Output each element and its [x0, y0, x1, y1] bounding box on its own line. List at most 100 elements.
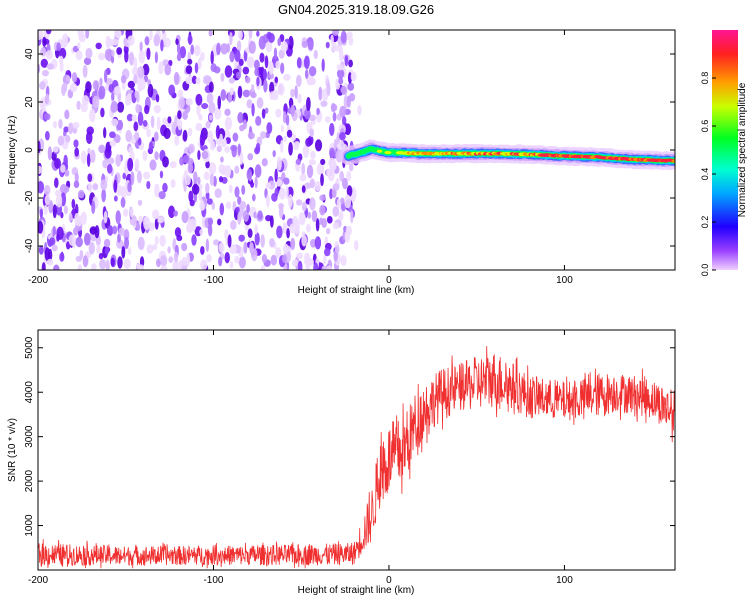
noise-speck: [287, 186, 294, 199]
noise-speck: [168, 84, 176, 96]
noise-speck: [328, 157, 336, 169]
noise-speck: [115, 210, 121, 225]
noise-speck: [339, 132, 346, 141]
noise-speck: [111, 38, 119, 46]
noise-speck: [75, 236, 83, 248]
noise-speck: [40, 58, 48, 68]
noise-speck: [280, 124, 284, 133]
noise-speck: [139, 41, 143, 52]
noise-speck: [153, 131, 159, 142]
noise-speck: [191, 183, 200, 195]
noise-speck: [138, 264, 145, 270]
noise-speck: [52, 204, 57, 219]
noise-speck: [137, 137, 142, 146]
noise-speck: [63, 126, 69, 133]
noise-speck: [168, 205, 176, 219]
noise-speck: [158, 190, 166, 200]
noise-speck: [297, 93, 302, 104]
noise-speck: [83, 57, 92, 66]
noise-speck: [314, 139, 323, 152]
noise-speck: [186, 252, 191, 267]
x-tick-label: -200: [28, 275, 48, 286]
snr-plot-area: [38, 330, 675, 570]
noise-speck: [150, 115, 155, 129]
noise-speck: [129, 206, 134, 218]
noise-speck: [235, 206, 240, 213]
noise-speck: [146, 128, 151, 138]
noise-speck: [159, 170, 164, 179]
noise-speck: [47, 146, 52, 161]
noise-speck: [257, 210, 263, 220]
noise-speck: [200, 246, 205, 255]
noise-speck: [305, 137, 312, 147]
noise-speck: [207, 217, 214, 226]
noise-speck: [39, 98, 44, 109]
noise-speck: [177, 89, 184, 99]
noise-speck: [86, 153, 91, 167]
noise-speck: [152, 243, 158, 251]
noise-speck: [73, 139, 79, 148]
noise-speck: [241, 185, 246, 195]
noise-speck: [306, 97, 311, 112]
noise-speck: [205, 191, 210, 200]
spectrogram-ylabel: Frequency (Hz): [7, 116, 18, 185]
noise-speck: [247, 228, 253, 238]
noise-speck: [95, 42, 102, 50]
noise-speck: [210, 50, 214, 65]
colorbar-label: Normalized spectral amplitude: [737, 82, 748, 217]
noise-speck: [77, 42, 81, 50]
noise-speck: [237, 112, 244, 124]
noise-speck: [254, 176, 258, 189]
noise-speck: [179, 156, 184, 166]
noise-speck: [188, 190, 194, 203]
noise-speck: [90, 263, 97, 270]
noise-speck: [76, 100, 81, 111]
noise-speck: [229, 87, 234, 96]
noise-speck: [206, 254, 212, 263]
noise-speck: [193, 171, 198, 184]
noise-speck: [68, 122, 74, 135]
noise-speck: [89, 226, 97, 235]
noise-speck: [285, 114, 290, 126]
noise-speck: [266, 31, 272, 40]
noise-speck: [169, 161, 177, 169]
colorbar-bar: [712, 30, 738, 270]
noise-speck: [271, 192, 278, 202]
noise-speck: [98, 52, 106, 61]
noise-speck: [187, 58, 193, 65]
noise-speck: [38, 245, 44, 255]
noise-speck: [260, 131, 267, 139]
noise-speck: [224, 108, 231, 116]
noise-speck: [262, 68, 267, 80]
noise-speck: [68, 212, 73, 222]
noise-speck: [87, 173, 93, 182]
noise-speck: [51, 244, 58, 252]
noise-speck: [272, 89, 279, 101]
noise-speck: [301, 185, 306, 193]
noise-speck: [308, 159, 316, 166]
noise-speck: [187, 127, 193, 137]
noise-speck: [42, 36, 47, 48]
noise-speck: [277, 37, 282, 47]
noise-speck: [181, 211, 189, 224]
noise-speck: [40, 47, 47, 57]
noise-speck: [144, 104, 150, 115]
noise-speck: [185, 76, 192, 85]
noise-speck: [332, 30, 340, 36]
snr-frame: [37, 329, 676, 571]
noise-speck: [246, 204, 250, 213]
noise-speck: [82, 64, 88, 78]
noise-speck: [99, 77, 103, 86]
noise-speck: [60, 164, 66, 173]
noise-speck: [105, 35, 111, 49]
noise-speck: [122, 208, 129, 217]
noise-speck: [187, 162, 194, 174]
colorbar-ticks: 0.0 0.2 0.4 0.6 0.8: [700, 72, 716, 276]
noise-speck: [216, 42, 221, 56]
noise-speck: [272, 150, 276, 158]
noise-speck: [242, 119, 248, 130]
noise-speck: [208, 101, 216, 114]
noise-speck: [319, 204, 326, 216]
noise-speck: [314, 181, 322, 192]
noise-speck: [115, 154, 122, 167]
